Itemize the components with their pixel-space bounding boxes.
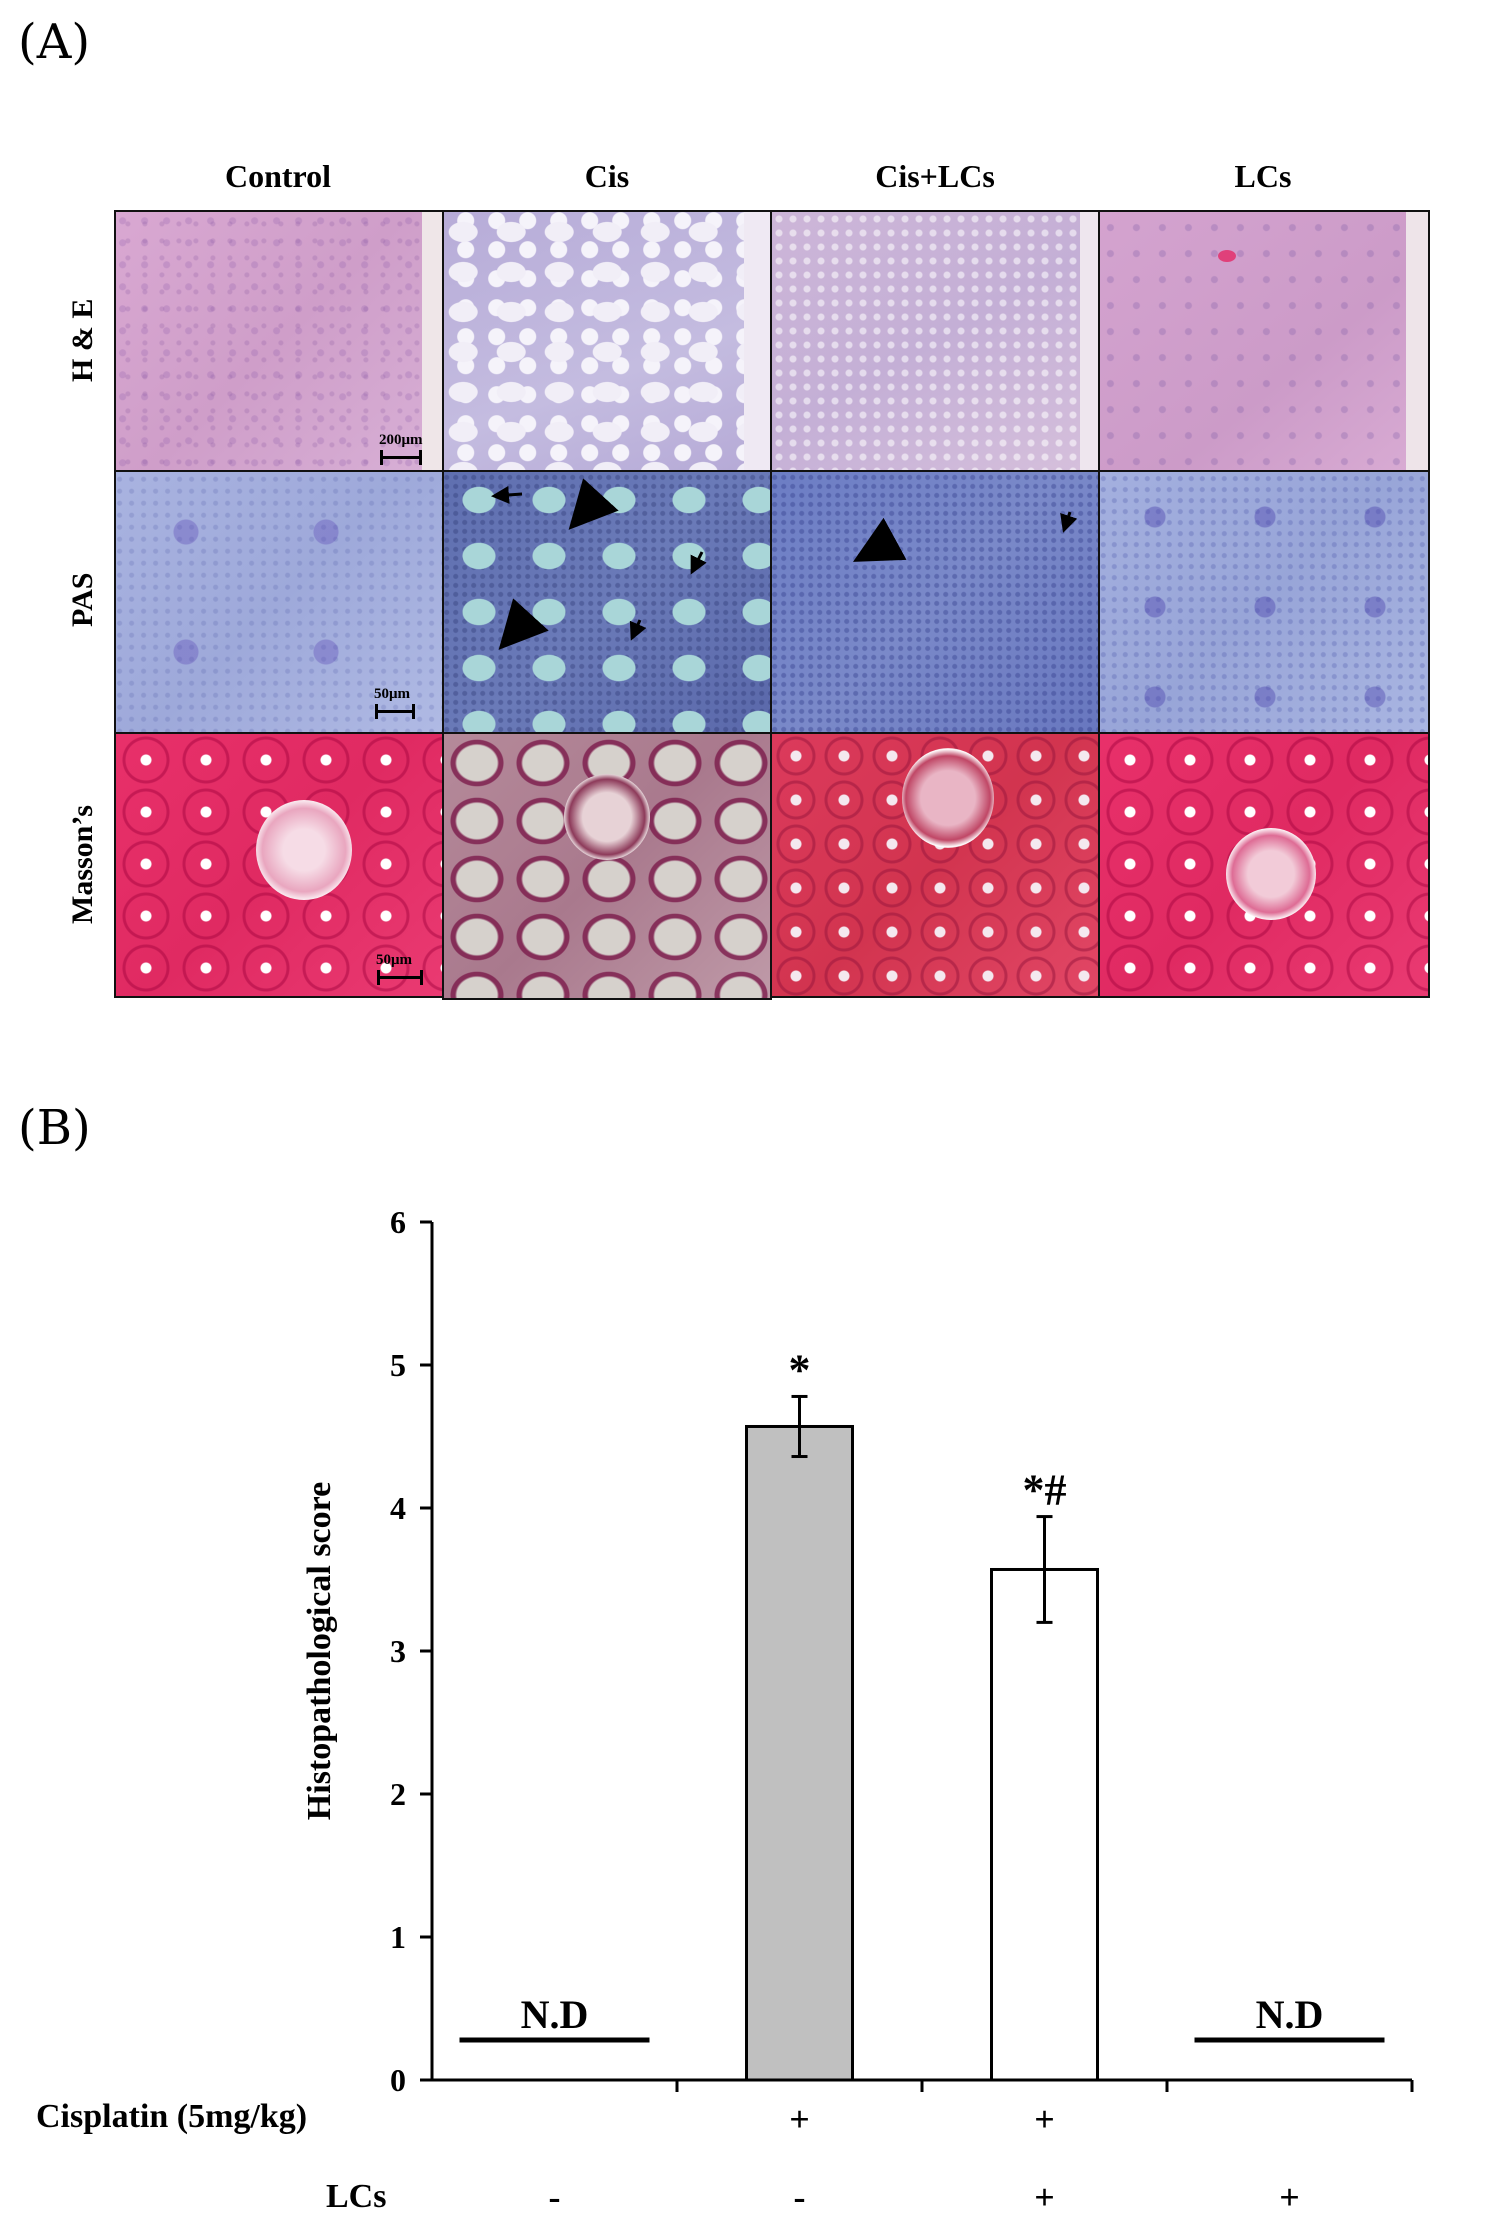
lcs-sign: + [1034,2177,1055,2217]
nd-label: N.D [1256,1992,1324,2037]
scale-bar-label: 200μm [379,432,423,448]
red-spot [1218,250,1236,262]
lcs-row-label: LCs [326,2178,387,2215]
scale-bar-label: 50μm [376,952,412,968]
scale-bar [377,970,423,985]
lesion-arrows [852,511,1078,562]
cisplatin-sign: + [789,2099,810,2139]
scale-bar [380,450,422,465]
y-tick-label: 3 [390,1633,406,1669]
y-tick-label: 1 [390,1919,406,1955]
micrograph-pas-cis-lcs [770,470,1100,734]
scale-bar-label: 50μm [374,686,410,702]
glomerulus [564,774,650,860]
lcs-sign: - [793,2177,806,2217]
bar-chart: 0 1 2 3 4 5 6 N.D * *# N.D Histopathological scor… [301,1204,1414,2098]
panel-b-label: (B) [18,1100,91,1156]
nd-label: N.D [521,1992,589,2037]
micrograph-masson-control: 50μm [114,732,444,998]
lcs-sign: + [1279,2177,1300,2217]
micrograph-masson-lcs [1098,732,1430,998]
bar [745,1424,854,2082]
column-header-lcs: LCs [1234,158,1292,194]
scale-bar [375,704,415,719]
micrograph-he-cis-lcs [770,210,1100,472]
panel-a-label: (A) [18,14,91,70]
lesion-arrows [491,478,707,650]
y-axis-label: Histopathological score [301,1482,338,1820]
cisplatin-sign: + [1034,2099,1055,2139]
column-header-cis-lcs: Cis+LCs [875,158,995,194]
y-tick-label: 6 [390,1204,406,1240]
micrograph-pas-lcs [1098,470,1430,734]
glomerulus [902,748,994,848]
glomerulus [256,800,352,900]
micrograph-masson-cis-lcs [770,732,1100,998]
y-tick-label: 4 [390,1490,406,1526]
lcs-sign: - [548,2177,561,2217]
column-header-control: Control [224,158,332,194]
significance-marker: *# [1023,1466,1067,1515]
y-tick-label: 0 [390,2062,406,2098]
micrograph-masson-cis [442,732,772,1000]
micrograph-he-lcs [1098,210,1430,472]
bar [990,1567,1099,2082]
y-tick-label: 2 [390,1776,406,1812]
significance-marker: * [789,1345,811,1394]
micrograph-pas-cis [442,470,772,734]
glomerulus [1226,828,1316,920]
cisplatin-row-label: Cisplatin (5mg/kg) [36,2098,308,2135]
y-tick-label: 5 [390,1347,406,1383]
column-header-cis: Cis [584,158,630,194]
micrograph-pas-control: 50μm [114,470,444,734]
micrograph-he-cis [442,210,772,472]
micrograph-he-control: 200μm [114,210,444,472]
